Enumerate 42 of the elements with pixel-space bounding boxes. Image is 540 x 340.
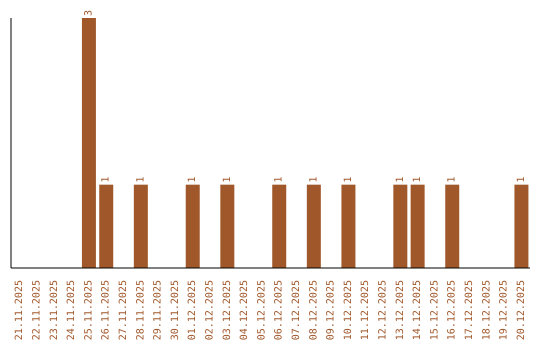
x-tick-label: 20.12.2025 xyxy=(516,280,527,340)
x-tick-label: 30.11.2025 xyxy=(170,280,181,340)
x-tick-label: 09.12.2025 xyxy=(326,280,337,340)
x-tick-label: 06.12.2025 xyxy=(274,280,285,340)
x-tick-label: 18.12.2025 xyxy=(481,280,492,340)
data-label: 1 xyxy=(274,176,285,183)
data-label: 1 xyxy=(394,176,406,183)
x-tick-label: 15.12.2025 xyxy=(429,280,440,340)
x-tick-label: 12.12.2025 xyxy=(377,280,388,340)
x-tick-label: 21.11.2025 xyxy=(14,280,26,340)
x-tick-label: 24.11.2025 xyxy=(66,280,78,340)
x-tick-label: 14.12.2025 xyxy=(412,280,424,340)
x-tick-label: 02.12.2025 xyxy=(204,280,216,340)
x-tick-label: 03.12.2025 xyxy=(222,280,233,340)
x-tick-label: 29.11.2025 xyxy=(152,280,164,340)
x-tick-label: 07.12.2025 xyxy=(290,280,302,340)
data-label: 1 xyxy=(222,176,233,183)
data-label: 1 xyxy=(342,176,354,183)
x-tick-label: 17.12.2025 xyxy=(464,280,475,340)
data-label: 1 xyxy=(446,176,458,183)
data-label: 1 xyxy=(187,176,198,183)
data-label: 3 xyxy=(83,10,94,16)
data-label: 1 xyxy=(412,176,424,183)
x-tick-label: 04.12.2025 xyxy=(239,280,250,340)
x-tick-label: 13.12.2025 xyxy=(394,280,406,340)
x-tick-label: 16.12.2025 xyxy=(446,280,458,340)
x-tick-label: 08.12.2025 xyxy=(308,280,320,340)
x-tick-label: 19.12.2025 xyxy=(498,280,510,340)
x-tick-label: 22.11.2025 xyxy=(31,280,42,340)
x-tick-label: 28.11.2025 xyxy=(135,280,146,340)
data-label: 1 xyxy=(135,176,146,183)
data-label: 1 xyxy=(308,176,320,183)
data-label: 1 xyxy=(100,176,112,183)
x-tick-label: 26.11.2025 xyxy=(100,280,112,340)
data-label: 1 xyxy=(516,176,527,183)
x-tick-label: 01.12.2025 xyxy=(187,280,198,340)
x-tick-label: 27.11.2025 xyxy=(118,280,129,340)
x-tick-label: 10.12.2025 xyxy=(342,280,354,340)
x-tick-label: 05.12.2025 xyxy=(256,280,268,340)
x-tick-label: 23.11.2025 xyxy=(48,280,60,340)
x-tick-label: 11.12.2025 xyxy=(360,280,372,340)
x-tick-label: 25.11.2025 xyxy=(83,280,94,340)
